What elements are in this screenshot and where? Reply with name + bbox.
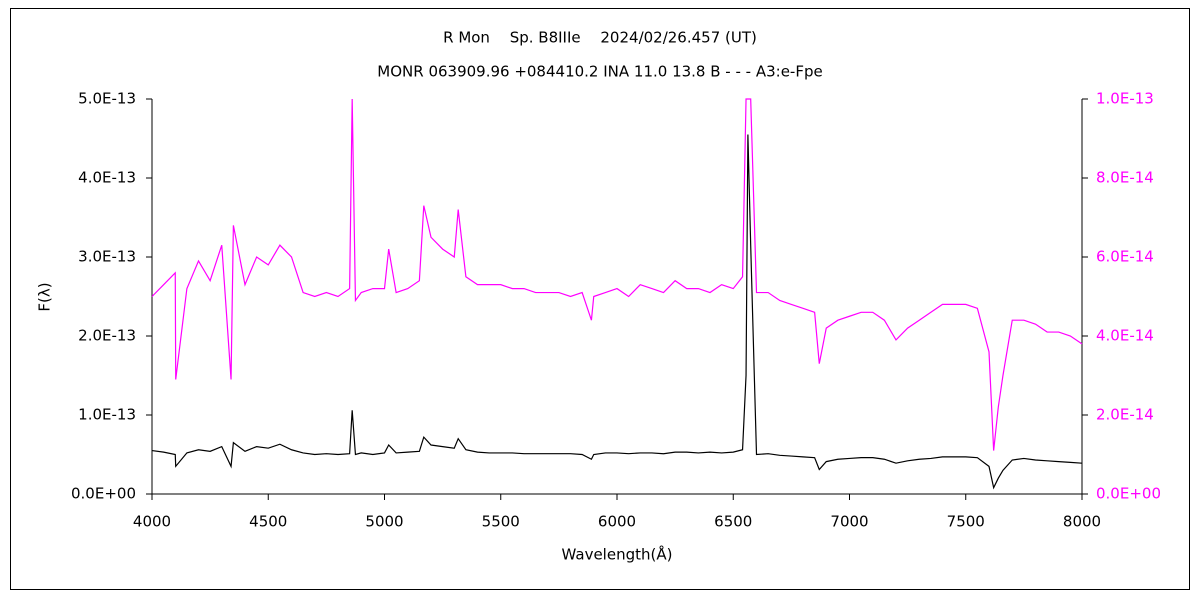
x-tick-label: 7000: [830, 513, 868, 531]
x-axis-label: Wavelength(Å): [562, 545, 673, 564]
y2-tick-label: 0.0E+00: [1096, 485, 1161, 503]
y2-tick-label: 4.0E-14: [1096, 327, 1154, 345]
x-tick-label: 6000: [598, 513, 636, 531]
y-axis-label: F(λ): [36, 282, 54, 311]
chart-subtitle: MONR 063909.96 +084410.2 INA 11.0 13.8 B…: [377, 63, 822, 81]
y-tick-label: 1.0E-13: [78, 406, 136, 424]
x-tick-label: 4500: [249, 513, 287, 531]
y-tick-label: 4.0E-13: [78, 169, 136, 187]
y-tick-label: 0.0E+00: [71, 485, 136, 503]
y-tick-label: 3.0E-13: [78, 248, 136, 266]
y-tick-label: 5.0E-13: [78, 90, 136, 108]
y-tick-label: 2.0E-13: [78, 327, 136, 345]
series-line: [151, 98, 1083, 451]
x-tick-label: 4000: [133, 513, 171, 531]
x-tick-label: 5500: [482, 513, 520, 531]
y2-tick-label: 1.0E-13: [1096, 90, 1154, 108]
y2-tick-label: 6.0E-14: [1096, 248, 1154, 266]
x-tick-label: 5000: [365, 513, 403, 531]
x-tick-label: 7500: [947, 513, 985, 531]
frame: [10, 8, 1190, 590]
series-line: [151, 134, 1083, 490]
y2-tick-label: 2.0E-14: [1096, 406, 1154, 424]
chart-title: R Mon Sp. B8IIIe 2024/02/26.457 (UT): [443, 29, 757, 47]
x-tick-label: 6500: [714, 513, 752, 531]
y2-tick-label: 8.0E-14: [1096, 169, 1154, 187]
x-tick-label: 8000: [1063, 513, 1101, 531]
